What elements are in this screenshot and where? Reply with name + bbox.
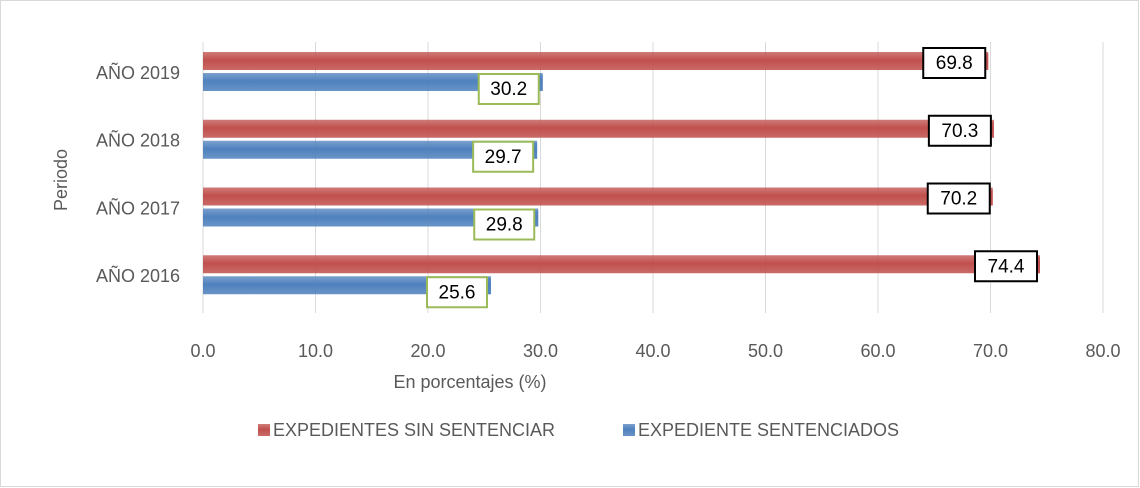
- data-label: 29.7: [485, 147, 522, 168]
- data-label-box: [927, 114, 992, 147]
- x-tick-label: 80.0: [1085, 341, 1120, 361]
- legend-label: EXPEDIENTES SIN SENTENCIAR: [273, 420, 555, 440]
- bar: [203, 255, 1040, 274]
- data-label: 25.6: [439, 282, 476, 303]
- data-label: 74.4: [988, 256, 1025, 277]
- bar-end: [538, 75, 543, 91]
- x-axis-title: En porcentajes (%): [393, 372, 546, 392]
- data-label-box: [922, 47, 987, 79]
- bar: [203, 208, 539, 227]
- x-tick-label: 20.0: [410, 341, 445, 361]
- bar: [203, 52, 989, 70]
- bar: [203, 187, 993, 206]
- legend-swatch: [258, 424, 270, 436]
- y-axis-title: Periodo: [51, 149, 71, 211]
- bar: [203, 276, 491, 295]
- y-tick-label: AÑO 2018: [96, 130, 180, 151]
- bar: [203, 73, 543, 91]
- bar-end: [534, 210, 539, 227]
- legend-label: EXPEDIENTE SENTENCIADOS: [638, 420, 899, 440]
- x-tick-label: 10.0: [298, 341, 333, 361]
- data-label: 30.2: [490, 79, 527, 100]
- data-label-box: [974, 250, 1038, 283]
- x-tick-label: 40.0: [635, 341, 670, 361]
- data-label-box: [472, 140, 535, 173]
- x-tick-label: 0.0: [190, 341, 215, 361]
- data-label-box: [477, 73, 540, 105]
- data-label: 69.8: [936, 53, 973, 74]
- legend-swatch: [623, 424, 635, 436]
- bar-end: [533, 142, 538, 159]
- data-label-box: [473, 208, 536, 241]
- y-tick-label: AÑO 2016: [96, 265, 180, 286]
- x-tick-label: 30.0: [523, 341, 558, 361]
- x-tick-label: 70.0: [973, 341, 1008, 361]
- data-label: 29.8: [486, 215, 523, 236]
- x-tick-label: 60.0: [860, 341, 895, 361]
- data-label: 70.3: [941, 121, 978, 142]
- data-label-box: [926, 182, 991, 215]
- data-label: 70.2: [940, 189, 977, 210]
- bar-end: [487, 278, 491, 295]
- data-label-box: [426, 276, 488, 309]
- bar: [203, 119, 994, 138]
- x-tick-label: 50.0: [748, 341, 783, 361]
- y-tick-label: AÑO 2019: [96, 62, 180, 83]
- y-tick-label: AÑO 2017: [96, 197, 180, 218]
- bar: [203, 140, 538, 159]
